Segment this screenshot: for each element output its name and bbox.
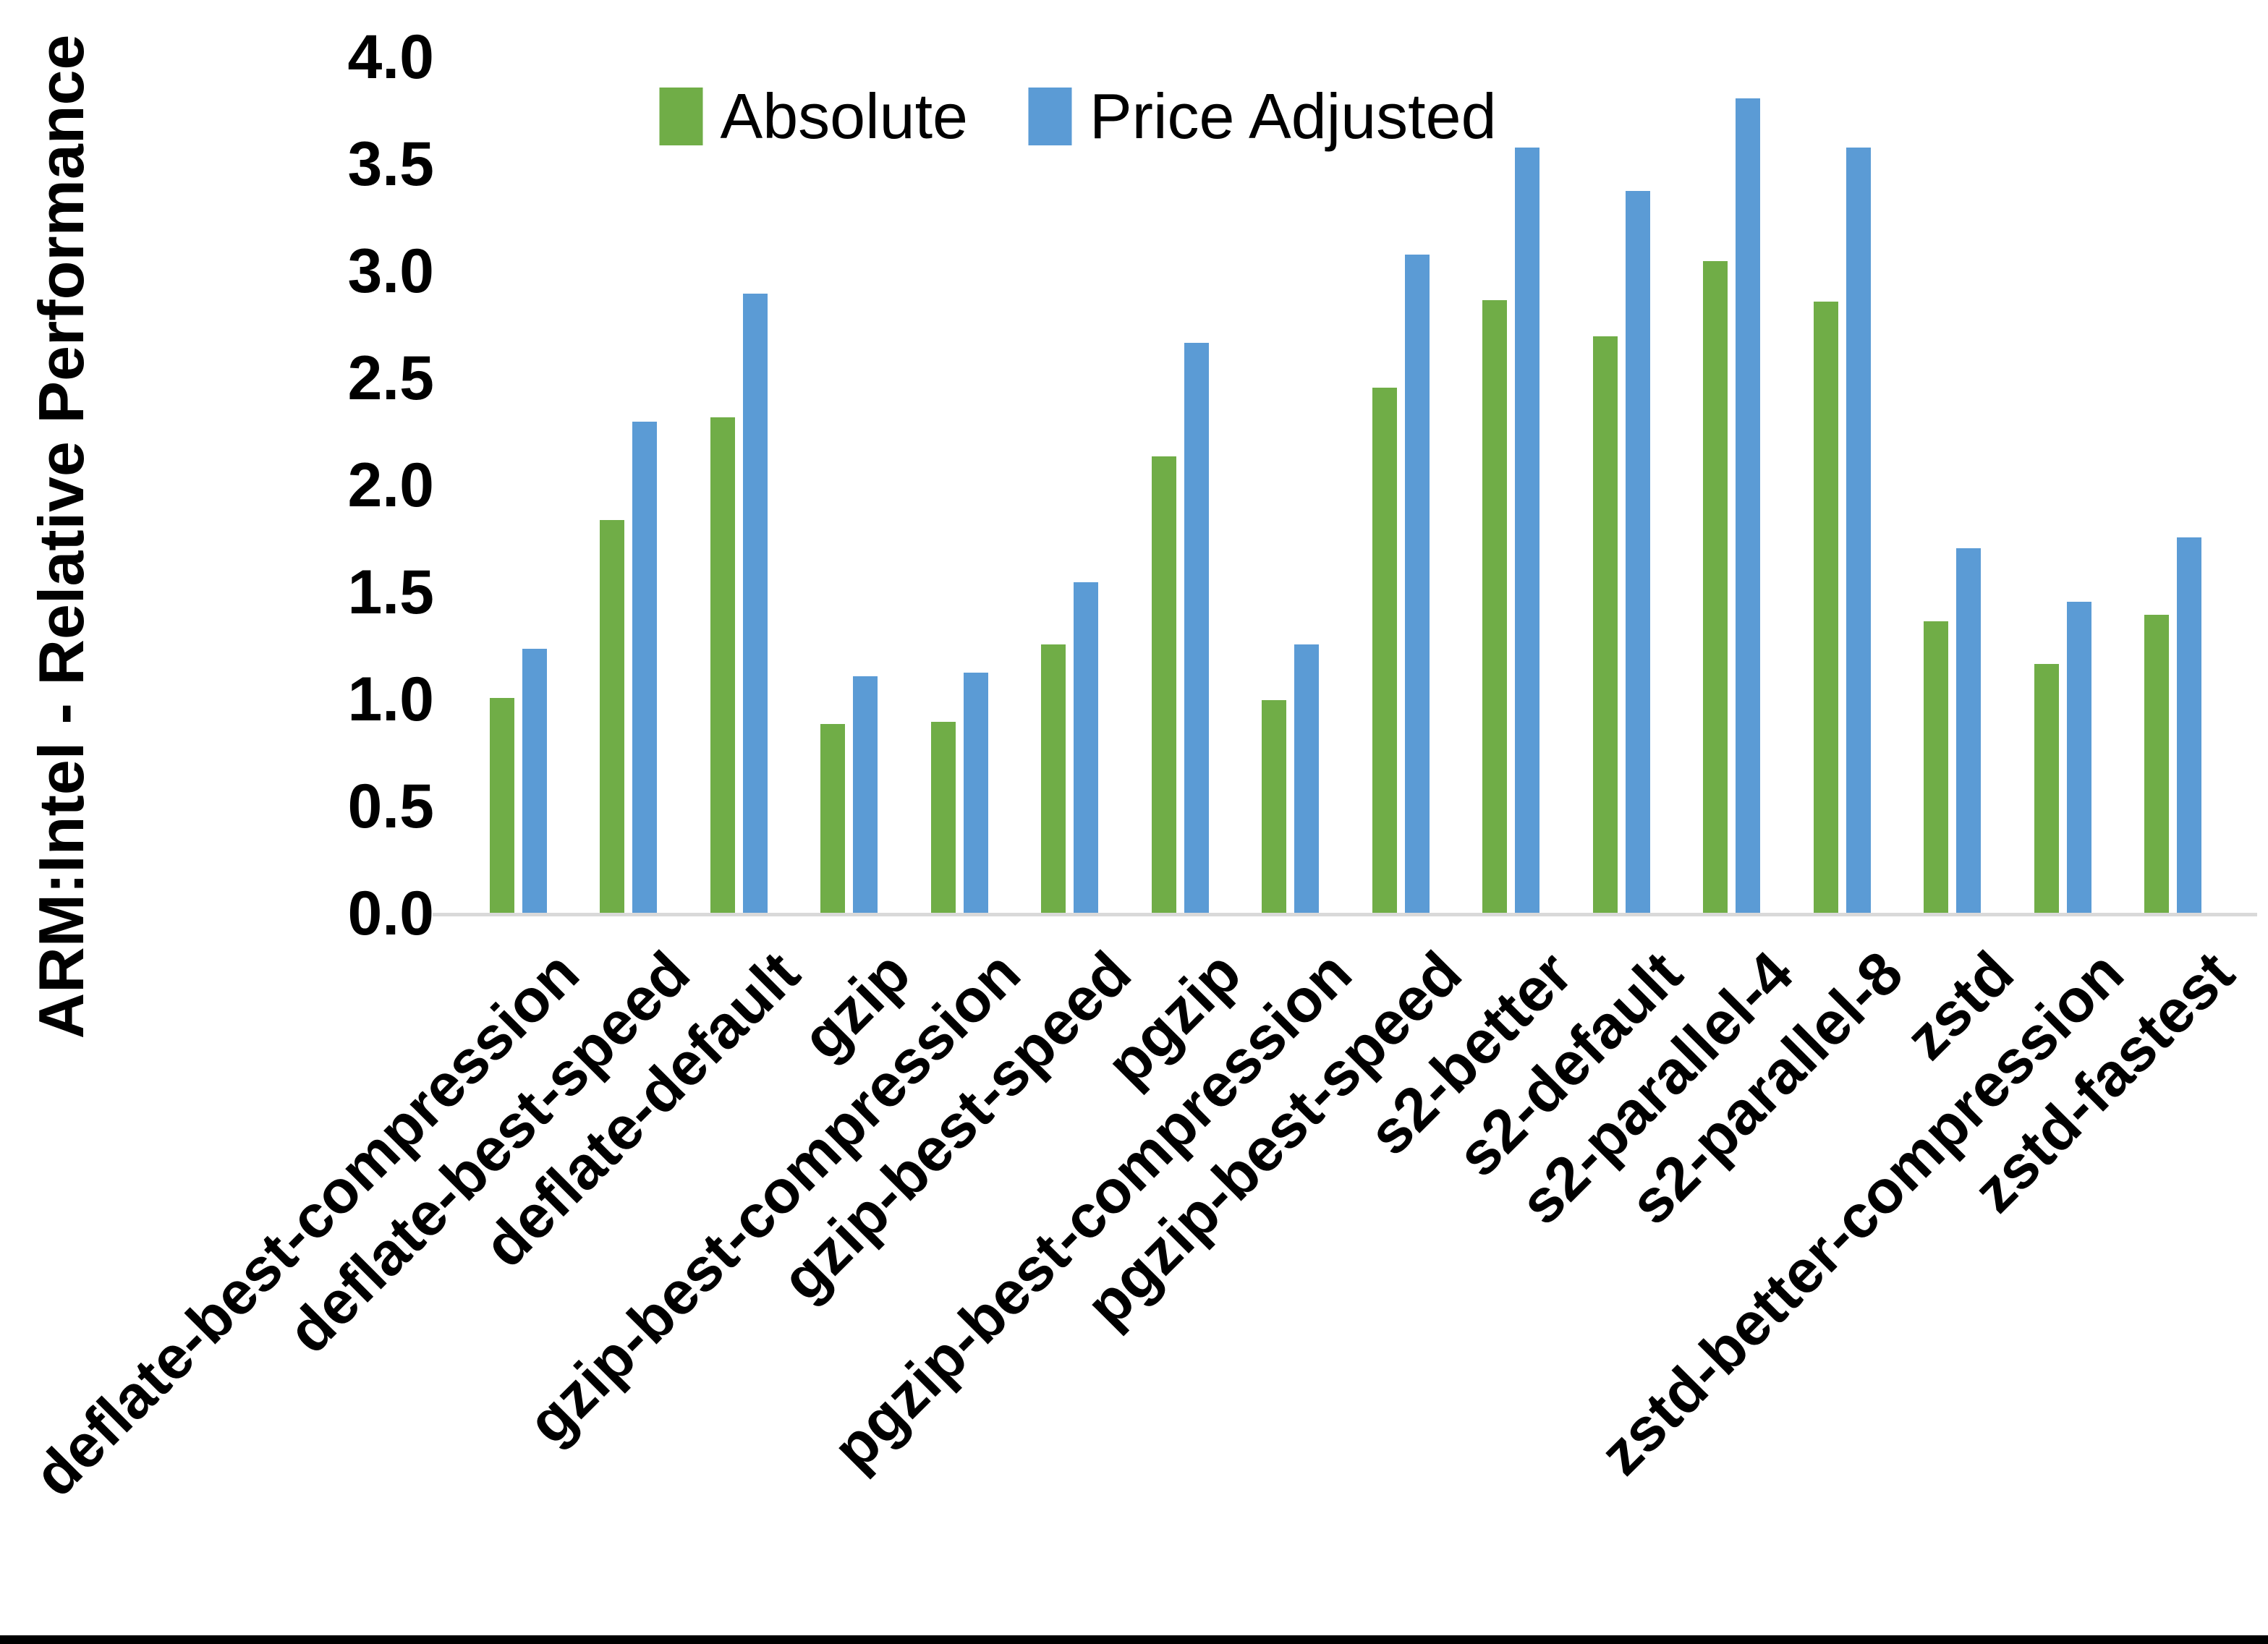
bar-absolute-deflate-default	[710, 417, 735, 914]
legend: Absolute Price Adjusted	[659, 78, 1497, 155]
bar-absolute-zstd	[1924, 621, 1949, 914]
bar-price-adjusted-s2-parallel-4	[1736, 98, 1761, 914]
bar-price-adjusted-deflate-default	[742, 293, 768, 914]
x-axis-line	[433, 913, 2257, 916]
y-axis-tick-label: 1.0	[347, 665, 434, 734]
y-axis-tick-label: 1.5	[347, 558, 434, 627]
bar-price-adjusted-s2-parallel-8	[1846, 148, 1871, 914]
bar-price-adjusted-deflate-best-speed	[632, 422, 658, 914]
y-axis-tick-label: 2.5	[347, 344, 434, 413]
bar-price-adjusted-gzip-best-compression	[963, 672, 988, 914]
bar-absolute-zstd-fastest	[2144, 614, 2170, 914]
bar-absolute-s2-parallel-4	[1703, 261, 1728, 914]
bar-price-adjusted-gzip	[853, 676, 878, 914]
bar-absolute-s2-parallel-8	[1813, 302, 1838, 914]
bar-price-adjusted-deflate-best-compression	[522, 649, 547, 914]
bar-price-adjusted-gzip-best-speed	[1074, 582, 1099, 914]
bar-absolute-pgzip	[1151, 456, 1176, 914]
legend-swatch-absolute-icon	[659, 87, 703, 145]
bar-absolute-gzip	[820, 723, 846, 914]
bar-absolute-gzip-best-speed	[1041, 644, 1066, 914]
legend-label-absolute: Absolute	[720, 80, 968, 152]
bar-price-adjusted-s2-default	[1625, 190, 1650, 914]
bar-price-adjusted-zstd-better-compression	[2066, 601, 2091, 914]
bar-price-adjusted-pgzip-best-speed	[1404, 255, 1430, 914]
legend-label-price-adjusted: Price Adjusted	[1089, 80, 1497, 152]
bar-price-adjusted-zstd-fastest	[2177, 537, 2202, 914]
legend-entry-absolute: Absolute	[659, 78, 968, 155]
bar-absolute-pgzip-best-speed	[1372, 387, 1397, 914]
y-axis-tick-label: 3.5	[347, 129, 434, 199]
bottom-border	[0, 1635, 2268, 1644]
bar-absolute-pgzip-best-compression	[1262, 700, 1287, 914]
bar-price-adjusted-pgzip	[1184, 342, 1209, 914]
bar-absolute-gzip-best-compression	[930, 721, 956, 914]
bar-price-adjusted-s2-better	[1515, 148, 1540, 914]
bar-absolute-zstd-better-compression	[2034, 663, 2059, 914]
bar-absolute-s2-better	[1482, 299, 1508, 914]
y-axis-tick-label: 3.0	[347, 237, 434, 306]
bar-price-adjusted-pgzip-best-compression	[1294, 644, 1320, 914]
bar-absolute-s2-default	[1592, 336, 1618, 914]
y-axis-tick-label: 2.0	[347, 451, 434, 520]
legend-entry-price-adjusted: Price Adjusted	[1028, 78, 1497, 155]
bar-absolute-deflate-best-speed	[600, 520, 625, 914]
y-axis-tick-label: 4.0	[347, 22, 434, 92]
legend-swatch-price-adjusted-icon	[1028, 87, 1072, 145]
bar-absolute-deflate-best-compression	[489, 698, 514, 914]
y-axis-title: ARM:Intel - Relative Performance	[25, 34, 97, 1039]
y-axis-tick-label: 0.0	[347, 879, 434, 948]
bar-price-adjusted-zstd	[1956, 548, 1982, 914]
y-axis-tick-label: 0.5	[347, 772, 434, 841]
